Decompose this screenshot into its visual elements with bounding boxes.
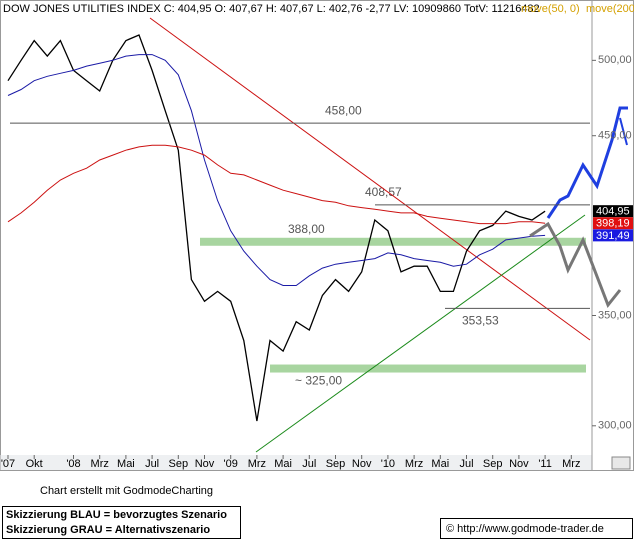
x-tick-label: Jul [302,458,316,470]
x-tick-label: '08 [66,458,80,470]
legend-blue: Skizzierung BLAU = bevorzugtes Szenario [6,509,227,521]
level-label: ~ 325,00 [295,374,342,388]
downtrend-line [149,17,591,341]
level-label: 388,00 [288,222,325,236]
x-tick-label: Nov [195,458,215,470]
chart-title: DOW JONES UTILITIES INDEX C: 404,95 O: 4… [3,3,540,15]
scenario-box [2,506,241,539]
x-tick-label: '11 [538,458,552,470]
levels: 458,00 408,57 388,00 353,53 ~ 325,00 [200,103,586,388]
x-tick-label: Jul [459,458,473,470]
level-label: 458,00 [325,103,362,117]
legend-grey: Skizzierung GRAU = Alternativszenario [6,524,210,536]
x-tick-label: Mai [431,458,449,470]
series-line [7,144,546,225]
copyright-box [440,518,633,539]
grey-scenario [529,221,622,308]
price-marker [593,229,633,242]
y-tick-label: 500,00 [598,54,632,66]
level-band [200,237,586,246]
blue-scenario [546,106,628,219]
legend-ma50: move(50, 0) [521,3,580,15]
x-axis-strip [0,455,592,470]
x-tick-label: Mrz [405,458,423,470]
uptrend-line [255,214,586,453]
copyright: © http://www.godmode-trader.de [446,523,604,535]
x-tick-label: Sep [169,458,189,470]
x-tick-label: Nov [352,458,372,470]
x-tick-label: Jul [145,458,159,470]
level-band [270,364,586,373]
price-marker [593,205,633,218]
x-tick-label: Mrz [91,458,109,470]
price-marker-label: 398,19 [596,218,630,230]
x-tick-label: Mrz [248,458,266,470]
price-marker [593,217,633,230]
credit: Chart erstellt mit GodmodeCharting [40,485,213,497]
x-tick-label: '10 [381,458,395,470]
series-line [7,54,546,286]
x-tick-label: Sep [326,458,346,470]
legend-ma200: move(200 [586,3,634,15]
y-tick-label: 350,00 [598,309,632,321]
x-tick-label: Mrz [562,458,580,470]
level-label: 353,53 [462,314,499,328]
blue-scenario-tail [619,117,628,146]
x-tick-label: '09 [224,458,238,470]
nav-icon[interactable] [611,456,631,470]
y-tick-label: 450,00 [598,130,632,142]
series-group [7,34,546,422]
price-marker-label: 404,95 [596,206,630,218]
plot-frame [0,0,634,471]
x-tick-label: Sep [483,458,503,470]
x-tick-label: Mai [274,458,292,470]
series-line [7,34,546,422]
level-label: 408,57 [365,185,402,199]
x-tick-label: '07 [1,458,15,470]
price-marker-label: 391,49 [596,230,630,242]
x-tick-label: Okt [26,458,43,470]
x-tick-label: Nov [509,458,529,470]
x-tick-label: Mai [117,458,135,470]
y-tick-label: 300,00 [598,420,632,432]
